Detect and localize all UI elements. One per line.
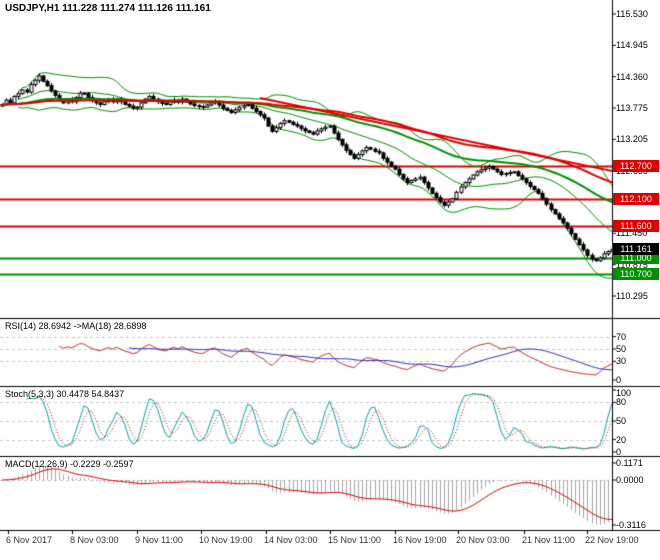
price-axis[interactable] [612,0,660,530]
time-axis[interactable] [0,530,660,560]
